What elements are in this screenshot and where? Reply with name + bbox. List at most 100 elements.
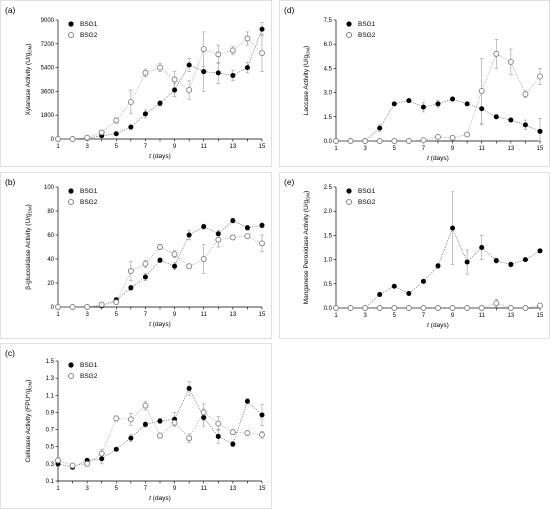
data-point-bsg1 xyxy=(435,101,441,107)
x-tick-label: 1 xyxy=(56,486,60,492)
legend-label-bsg2: BSG2 xyxy=(80,32,98,39)
legend-label-bsg1: BSG1 xyxy=(80,21,98,28)
y-tick-label: 1.3 xyxy=(46,376,55,382)
x-tick-label: 1 xyxy=(56,312,60,318)
data-point-bsg1 xyxy=(142,421,148,427)
x-tick-label: 5 xyxy=(393,146,397,152)
x-tick-label: 15 xyxy=(259,144,266,150)
data-point-bsg2 xyxy=(215,420,222,427)
data-point-bsg2 xyxy=(98,129,105,136)
series-line-bsg2 xyxy=(336,53,541,142)
y-tick-label: 40 xyxy=(47,257,54,263)
x-tick-label: 5 xyxy=(115,312,119,318)
y-tick-label: 9000 xyxy=(41,18,55,24)
data-point-bsg2 xyxy=(186,263,193,270)
y-axis-label: Xylanase Activity (U/gDM) xyxy=(25,43,33,115)
x-tick-label: 5 xyxy=(115,486,119,492)
x-axis-label: t (days) xyxy=(149,321,171,328)
x-tick-label: 1 xyxy=(334,146,338,152)
data-point-bsg2 xyxy=(69,462,76,469)
data-point-bsg2 xyxy=(229,234,236,241)
data-point-bsg2 xyxy=(347,305,354,311)
y-tick-label: 1.0 xyxy=(324,258,333,264)
data-point-bsg2 xyxy=(464,305,471,311)
x-tick-label: 13 xyxy=(508,146,515,152)
data-point-bsg1 xyxy=(464,101,470,107)
y-tick-label: 5400 xyxy=(41,66,55,72)
data-point-bsg2 xyxy=(464,131,471,138)
chart-panel-3: (d)0.01.53.04.56.07.51 3 5 7 9 11 13 15t (days)… xyxy=(279,0,550,167)
data-point-bsg1 xyxy=(215,70,221,76)
data-point-bsg1 xyxy=(479,106,485,112)
data-point-bsg2 xyxy=(449,134,456,141)
x-tick-label: 11 xyxy=(201,486,208,492)
series-line-bsg1 xyxy=(336,227,541,309)
data-point-bsg1 xyxy=(420,278,426,284)
x-tick-label: 15 xyxy=(537,313,544,319)
data-point-bsg2 xyxy=(391,138,398,144)
data-point-bsg2 xyxy=(493,300,500,307)
x-tick-label: 9 xyxy=(173,312,177,318)
data-point-bsg1 xyxy=(450,96,456,102)
data-point-bsg2 xyxy=(259,431,265,438)
y-tick-label: 2.5 xyxy=(324,185,333,191)
data-point-bsg1 xyxy=(157,257,163,263)
x-tick-label: 1 xyxy=(334,313,338,319)
y-tick-label: 0.7 xyxy=(46,428,55,434)
x-tick-label: 15 xyxy=(259,486,266,492)
data-point-bsg2 xyxy=(98,450,105,457)
data-point-bsg2 xyxy=(449,305,456,311)
x-tick-label: 1 xyxy=(56,144,60,150)
x-axis-label: t (days) xyxy=(427,155,449,162)
data-point-bsg2 xyxy=(244,35,251,42)
legend-marker-bsg2 xyxy=(67,198,75,206)
data-point-bsg1 xyxy=(420,104,426,110)
data-point-bsg1 xyxy=(172,263,178,269)
data-point-bsg2 xyxy=(259,50,265,57)
y-tick-label: 0.5 xyxy=(324,282,333,288)
data-point-bsg1 xyxy=(186,385,192,391)
data-point-bsg2 xyxy=(507,58,514,65)
legend-marker-bsg1 xyxy=(68,21,74,27)
data-point-bsg1 xyxy=(377,291,383,297)
legend-label-bsg2: BSG2 xyxy=(358,32,376,39)
data-point-bsg1 xyxy=(493,258,499,264)
data-point-bsg2 xyxy=(113,299,120,306)
data-point-bsg2 xyxy=(215,51,222,58)
y-axis-label: β-glucosidase Activity (U/gDM) xyxy=(25,204,33,290)
data-point-bsg1 xyxy=(128,285,134,291)
data-point-bsg1 xyxy=(142,111,148,117)
x-tick-label: 7 xyxy=(144,312,148,318)
x-tick-label: 9 xyxy=(173,144,177,150)
legend-label-bsg1: BSG1 xyxy=(80,188,98,195)
x-tick-label: 11 xyxy=(479,313,486,319)
y-tick-label: 0 xyxy=(51,305,55,311)
y-tick-label: 100 xyxy=(44,185,55,191)
data-point-bsg2 xyxy=(507,305,514,311)
data-point-bsg2 xyxy=(420,137,427,144)
x-tick-label: 7 xyxy=(144,486,148,492)
data-point-bsg2 xyxy=(171,251,178,258)
data-point-bsg2 xyxy=(127,268,134,274)
data-point-bsg1 xyxy=(113,131,119,137)
x-tick-label: 7 xyxy=(144,144,148,150)
data-point-bsg2 xyxy=(55,304,61,310)
panel-letter: (d) xyxy=(284,5,295,15)
data-point-bsg2 xyxy=(362,305,369,311)
data-point-bsg1 xyxy=(464,259,470,265)
data-point-bsg2 xyxy=(522,91,529,98)
data-point-bsg2 xyxy=(157,244,163,250)
data-point-bsg1 xyxy=(391,283,397,289)
data-point-bsg1 xyxy=(201,69,207,75)
chart-panel-4: (e)0.00.51.01.52.02.51 3 5 7 9 11 13 15t (days)… xyxy=(279,172,550,339)
x-axis-label: t (days) xyxy=(149,495,171,502)
data-point-bsg1 xyxy=(215,433,221,439)
series-line-bsg1 xyxy=(57,387,263,468)
chart-panel-2: (c)0.10.30.50.70.91.11.31.51 3 5 7 9 11 13 15t … xyxy=(0,343,272,509)
data-point-bsg2 xyxy=(493,50,500,57)
y-axis-label: Laccase Activity (U/gDM) xyxy=(303,46,311,116)
data-point-bsg2 xyxy=(113,117,120,124)
data-point-bsg2 xyxy=(84,134,91,141)
data-point-bsg2 xyxy=(98,301,105,308)
